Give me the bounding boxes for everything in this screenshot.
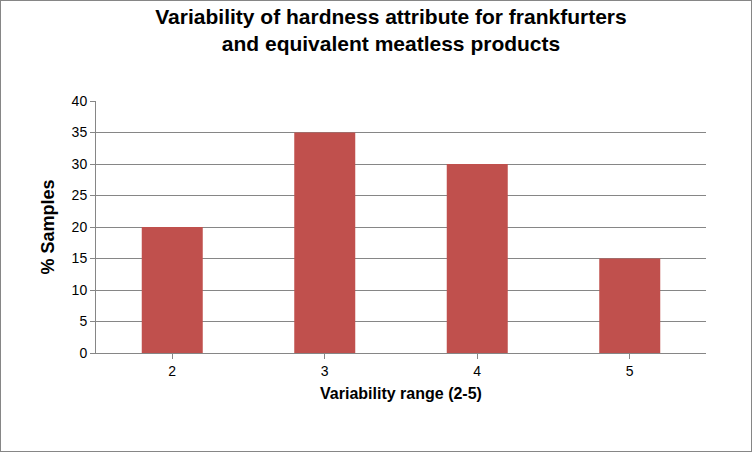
svg-text:15: 15: [72, 250, 88, 266]
svg-text:Variability of hardness attrib: Variability of hardness attribute for fr…: [155, 5, 626, 55]
svg-text:25: 25: [72, 187, 88, 203]
svg-text:3: 3: [321, 363, 329, 379]
svg-text:30: 30: [72, 156, 88, 172]
svg-text:5: 5: [626, 363, 634, 379]
svg-text:35: 35: [72, 124, 88, 140]
svg-text:2: 2: [168, 363, 176, 379]
svg-text:40: 40: [72, 93, 88, 109]
svg-text:5: 5: [79, 313, 87, 329]
svg-text:4: 4: [473, 363, 481, 379]
svg-text:0: 0: [79, 345, 87, 361]
svg-text:Variability range (2-5): Variability range (2-5): [320, 385, 482, 402]
svg-text:20: 20: [72, 219, 88, 235]
svg-text:10: 10: [72, 282, 88, 298]
svg-text:% Samples: % Samples: [38, 179, 58, 274]
